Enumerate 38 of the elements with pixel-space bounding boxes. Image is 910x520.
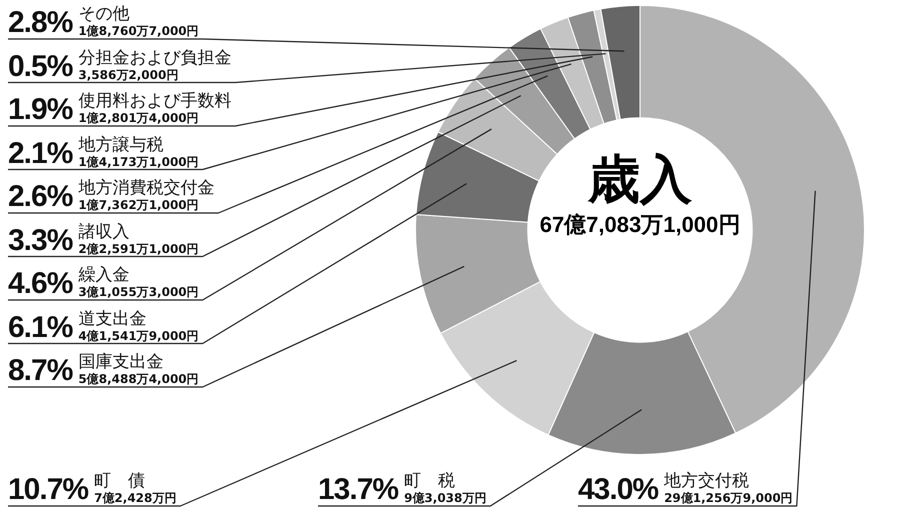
- text: 9億3,038万円: [404, 491, 486, 505]
- text: 4億1,541万9,000円: [78, 328, 199, 342]
- text: 5億8,488万4,000円: [78, 372, 199, 386]
- data-label: 43.0%: [578, 473, 658, 506]
- data-label: 4.6%: [8, 267, 72, 300]
- data-label: 2.6%: [8, 180, 72, 213]
- text: 29億1,256万9,000円: [664, 491, 793, 505]
- data-label: 6.1%: [8, 310, 72, 344]
- data-label: 8.7%: [8, 354, 72, 387]
- text: 歳入: [586, 150, 693, 210]
- data-label: 0.5%: [8, 50, 72, 82]
- text: 3億1,055万3,000円: [78, 285, 199, 299]
- slice-label: 地方消費税交付金: [78, 178, 214, 198]
- slice-label: 使用料および手数料: [78, 91, 232, 111]
- data-label: 10.7%: [8, 473, 88, 506]
- slice-label: その他: [78, 4, 130, 24]
- slice-label: 町 債: [94, 471, 146, 491]
- text: 1億2,801万4,000円: [78, 111, 200, 125]
- slice-label: 繰入金: [78, 265, 130, 285]
- text: 1億7,362万1,000円: [78, 198, 200, 212]
- text: 2億2,591万1,000円: [78, 242, 199, 256]
- data-label: 1.9%: [8, 93, 72, 126]
- slice-label: 諸収入: [78, 222, 130, 242]
- slice-label: 町 税: [404, 471, 456, 491]
- slice-label: 国庫支出金: [78, 352, 164, 372]
- slice-label: 地方譲与税: [78, 134, 164, 154]
- text: 1億4,173万1,000円: [78, 154, 199, 168]
- data-label: 2.8%: [8, 6, 72, 39]
- text: 7億2,428万円: [94, 491, 176, 505]
- data-label: 2.1%: [8, 136, 72, 170]
- slice-label: 分担金および負担金: [78, 48, 232, 68]
- text: 1億8,760万7,000円: [78, 24, 199, 38]
- slice-label: 地方交付税: [664, 471, 750, 491]
- slice-label: 道支出金: [78, 308, 148, 328]
- data-label: 13.7%: [318, 473, 398, 506]
- data-label: 3.3%: [8, 224, 72, 256]
- text: 3,586万2,000円: [78, 68, 180, 82]
- text: 67億7,083万1,000円: [538, 211, 742, 239]
